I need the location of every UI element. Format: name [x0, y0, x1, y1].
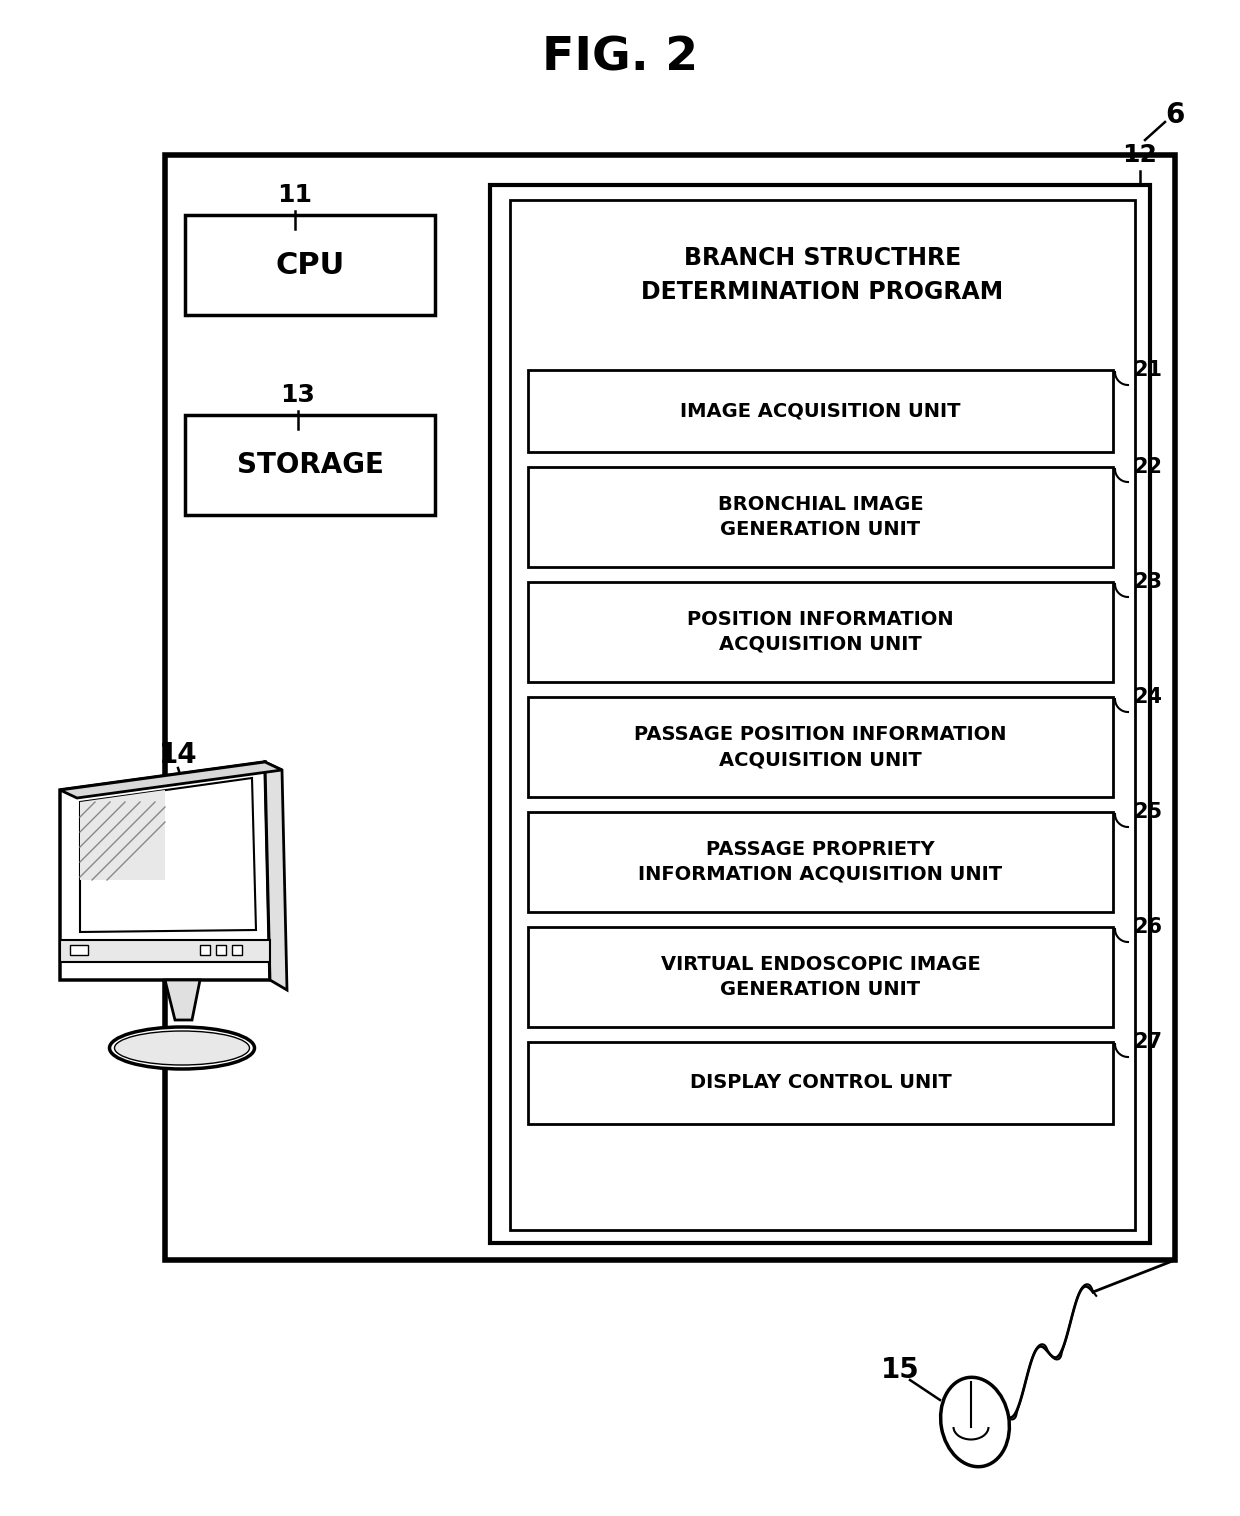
Text: 27: 27 — [1133, 1032, 1162, 1052]
Bar — [165, 155, 1176, 1260]
Bar — [528, 582, 1114, 682]
Bar — [528, 370, 1114, 452]
Polygon shape — [81, 778, 255, 932]
Text: 14: 14 — [159, 741, 197, 769]
Text: 11: 11 — [278, 183, 312, 208]
Bar — [60, 940, 270, 963]
Polygon shape — [265, 763, 286, 990]
Text: PASSAGE PROPRIETY
INFORMATION ACQUISITION UNIT: PASSAGE PROPRIETY INFORMATION ACQUISITIO… — [639, 840, 1003, 884]
Polygon shape — [165, 979, 200, 1020]
Text: DISPLAY CONTROL UNIT: DISPLAY CONTROL UNIT — [689, 1073, 951, 1093]
Text: 12: 12 — [1122, 143, 1157, 167]
Bar — [510, 200, 1135, 1229]
Text: 25: 25 — [1133, 802, 1162, 822]
Text: 6: 6 — [1166, 102, 1184, 129]
Text: VIRTUAL ENDOSCOPIC IMAGE
GENERATION UNIT: VIRTUAL ENDOSCOPIC IMAGE GENERATION UNIT — [661, 955, 981, 999]
Text: 13: 13 — [280, 384, 315, 406]
Text: 22: 22 — [1133, 456, 1162, 478]
Bar — [185, 215, 435, 315]
Text: 24: 24 — [1133, 687, 1162, 706]
Polygon shape — [60, 763, 281, 797]
Polygon shape — [60, 763, 270, 979]
Text: STORAGE: STORAGE — [237, 450, 383, 479]
Bar — [528, 926, 1114, 1026]
Text: CPU: CPU — [275, 250, 345, 279]
Text: BRONCHIAL IMAGE
GENERATION UNIT: BRONCHIAL IMAGE GENERATION UNIT — [718, 496, 924, 540]
Ellipse shape — [109, 1026, 254, 1069]
Text: FIG. 2: FIG. 2 — [542, 35, 698, 80]
Text: 15: 15 — [880, 1355, 919, 1384]
Text: IMAGE ACQUISITION UNIT: IMAGE ACQUISITION UNIT — [681, 402, 961, 420]
Bar — [185, 415, 435, 515]
Text: 21: 21 — [1133, 359, 1162, 381]
Text: BRANCH STRUCTHRE
DETERMINATION PROGRAM: BRANCH STRUCTHRE DETERMINATION PROGRAM — [641, 246, 1003, 303]
Bar — [216, 944, 226, 955]
Bar — [200, 944, 210, 955]
Text: POSITION INFORMATION
ACQUISITION UNIT: POSITION INFORMATION ACQUISITION UNIT — [687, 609, 954, 653]
Bar — [528, 813, 1114, 913]
Bar — [528, 697, 1114, 797]
Ellipse shape — [114, 1031, 249, 1066]
Text: 26: 26 — [1133, 917, 1162, 937]
Polygon shape — [81, 790, 165, 879]
Ellipse shape — [941, 1378, 1009, 1466]
Bar — [232, 944, 242, 955]
Bar — [69, 944, 88, 955]
Bar — [528, 467, 1114, 567]
Text: PASSAGE POSITION INFORMATION
ACQUISITION UNIT: PASSAGE POSITION INFORMATION ACQUISITION… — [634, 725, 1007, 769]
Text: 23: 23 — [1133, 572, 1162, 593]
Bar — [528, 1041, 1114, 1123]
Bar — [490, 185, 1149, 1243]
